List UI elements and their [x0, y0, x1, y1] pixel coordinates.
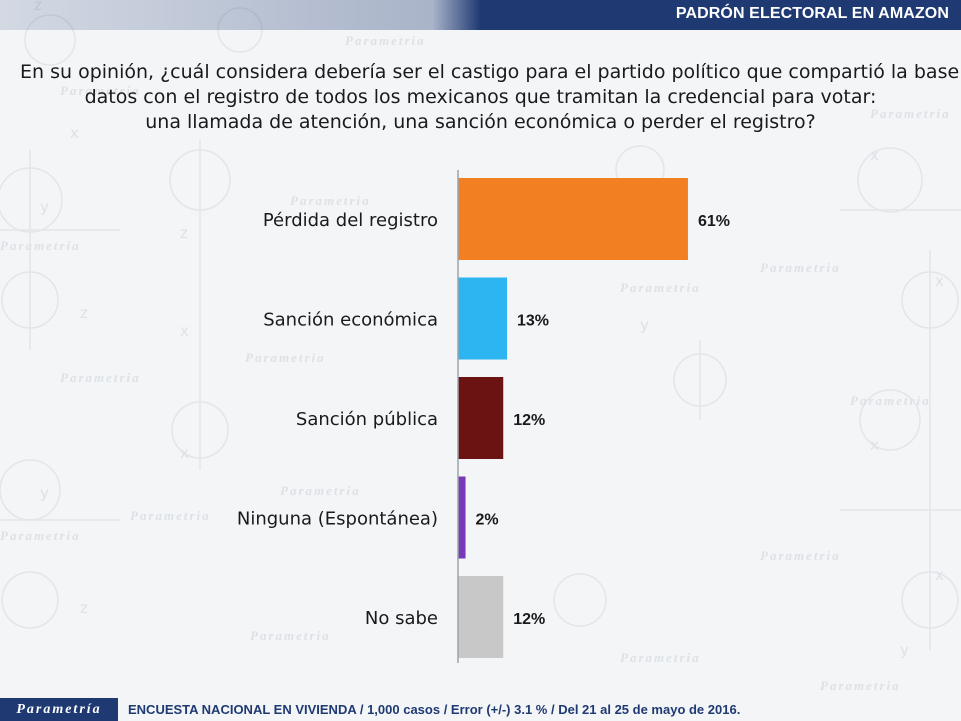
svg-text:Parametria: Parametria [870, 106, 951, 121]
footer-brand-logo: Parametría [0, 698, 118, 721]
svg-text:Parametria: Parametria [0, 528, 81, 543]
svg-text:y: y [900, 641, 909, 659]
svg-text:Parametria: Parametria [130, 508, 211, 523]
svg-text:x: x [180, 322, 189, 340]
svg-text:Parametria: Parametria [345, 33, 426, 48]
svg-text:x: x [935, 272, 944, 290]
svg-text:x: x [935, 566, 944, 584]
category-label: Sanción económica [263, 310, 438, 331]
bar [458, 476, 466, 559]
value-label: 2% [476, 512, 499, 529]
svg-text:Parametria: Parametria [250, 628, 331, 643]
category-label: Ninguna (Espontánea) [237, 509, 438, 530]
svg-text:Parametria: Parametria [620, 280, 701, 295]
question-text: En su opinión, ¿cuál considera debería s… [20, 60, 961, 135]
svg-text:y: y [40, 198, 49, 216]
value-label: 12% [513, 412, 545, 429]
svg-text:z: z [80, 599, 88, 617]
header-title: PADRÓN ELECTORAL EN AMAZON [675, 5, 949, 22]
svg-text:x: x [870, 146, 879, 164]
bar [458, 277, 508, 360]
svg-text:Parametria: Parametria [760, 548, 841, 563]
svg-text:Parametria: Parametria [850, 393, 931, 408]
svg-text:Parametria: Parametria [290, 193, 371, 208]
value-label: 12% [513, 611, 545, 628]
bar [458, 576, 504, 658]
bar [458, 178, 688, 260]
svg-text:x: x [70, 124, 79, 142]
svg-text:Parametria: Parametria [620, 650, 701, 665]
bar [458, 377, 504, 459]
svg-text:Parametria: Parametria [280, 483, 361, 498]
category-label: Pérdida del registro [263, 210, 438, 231]
svg-text:x: x [180, 444, 189, 462]
question-line: datos con el registro de todos los mexic… [84, 86, 877, 108]
question-line: En su opinión, ¿cuál considera debería s… [20, 61, 961, 83]
category-label: No sabe [365, 608, 438, 629]
svg-text:Parametria: Parametria [760, 260, 841, 275]
svg-text:y: y [640, 316, 649, 334]
svg-text:z: z [80, 304, 88, 322]
svg-text:z: z [180, 224, 188, 242]
svg-text:Parametria: Parametria [60, 83, 141, 98]
svg-text:Parametria: Parametria [245, 350, 326, 365]
header-bar: PADRÓN ELECTORAL EN AMAZON [0, 0, 961, 30]
category-label: Sanción pública [296, 409, 438, 430]
value-label: 61% [698, 213, 730, 230]
svg-text:x: x [870, 436, 879, 454]
svg-text:y: y [40, 484, 49, 502]
question-line: una llamada de atención, una sanción eco… [145, 111, 816, 133]
svg-text:Parametria: Parametria [60, 370, 141, 385]
svg-text:Parametria: Parametria [820, 678, 901, 693]
value-label: 13% [517, 313, 549, 330]
footer-note: ENCUESTA NACIONAL EN VIVIENDA / 1,000 ca… [128, 702, 741, 717]
svg-text:Parametria: Parametria [0, 238, 81, 253]
